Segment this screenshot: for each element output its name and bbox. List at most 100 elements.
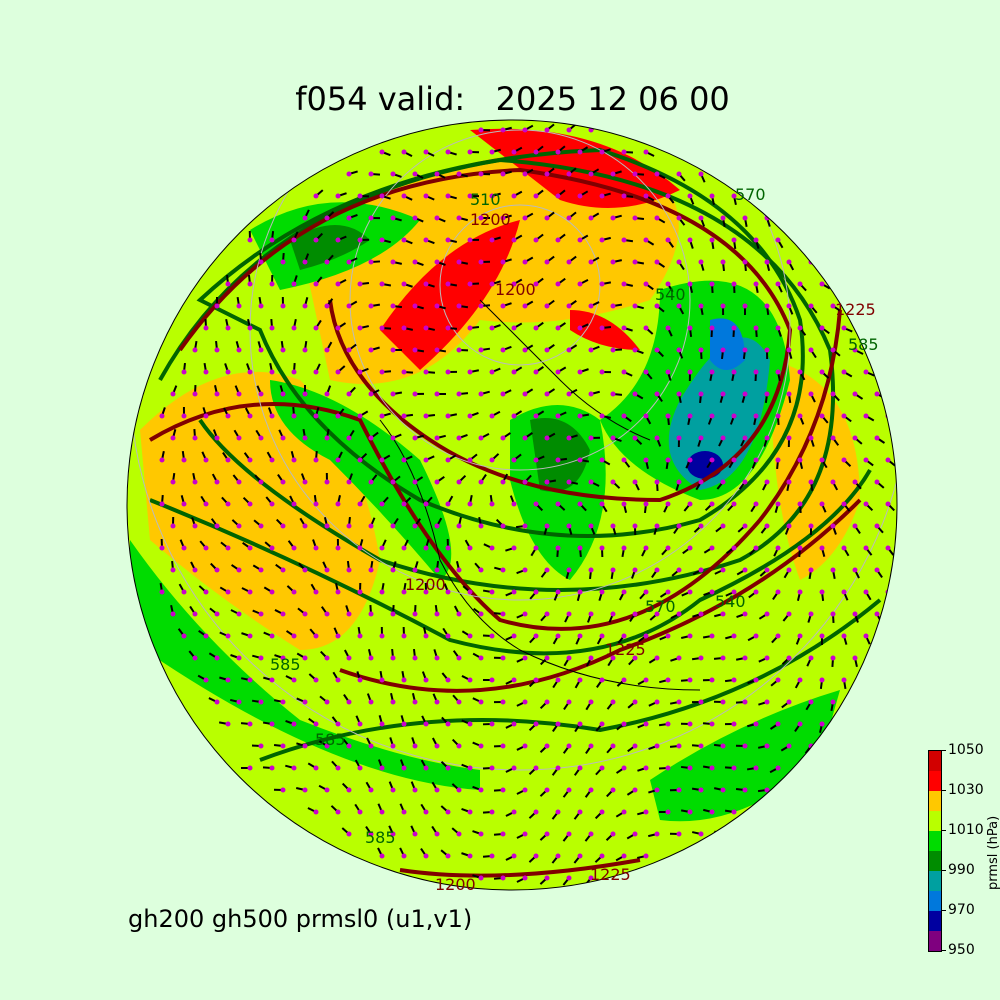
wind-dot bbox=[434, 391, 440, 397]
wind-dot bbox=[335, 765, 341, 771]
wind-dot bbox=[698, 655, 704, 661]
wind-dot bbox=[214, 523, 220, 529]
wind-dot bbox=[544, 875, 550, 881]
wind-dot bbox=[599, 677, 605, 683]
wind-dot bbox=[588, 347, 594, 353]
wind-dot bbox=[390, 435, 396, 441]
wind-dot bbox=[500, 171, 506, 177]
contour-label: 540 bbox=[715, 592, 746, 611]
wind-dot bbox=[258, 523, 264, 529]
wind-dot bbox=[390, 567, 396, 573]
wind-dot bbox=[643, 677, 649, 683]
wind-dot bbox=[368, 391, 374, 397]
wind-dot bbox=[588, 479, 594, 485]
contour-label: 585 bbox=[315, 730, 346, 749]
wind-dot bbox=[555, 853, 561, 859]
wind-dot bbox=[346, 303, 352, 309]
wind-dot bbox=[247, 545, 253, 551]
wind-dot bbox=[522, 787, 528, 793]
wind-dot bbox=[830, 699, 836, 705]
wind-dot bbox=[489, 589, 495, 595]
wind-dot bbox=[313, 809, 319, 815]
wind-dot bbox=[742, 259, 748, 265]
wind-dot bbox=[544, 303, 550, 309]
wind-dot bbox=[720, 215, 726, 221]
wind-dot bbox=[841, 501, 847, 507]
gh500-labels: 510 540 570 540 585 585 585 570 585 bbox=[270, 185, 879, 847]
wind-dot bbox=[401, 853, 407, 859]
wind-dot bbox=[753, 589, 759, 595]
wind-dot bbox=[467, 545, 473, 551]
wind-dot bbox=[577, 589, 583, 595]
wind-dot bbox=[654, 347, 660, 353]
wind-dot bbox=[522, 127, 528, 133]
wind-dot bbox=[830, 391, 836, 397]
wind-dot bbox=[346, 743, 352, 749]
colorbar-tick: 950 bbox=[941, 942, 975, 958]
wind-dot bbox=[159, 589, 165, 595]
wind-dot bbox=[313, 721, 319, 727]
wind-dot bbox=[324, 699, 330, 705]
wind-dot bbox=[742, 523, 748, 529]
contour-label: 1200 bbox=[495, 280, 536, 299]
wind-dot bbox=[456, 567, 462, 573]
wind-dot bbox=[555, 457, 561, 463]
wind-dot bbox=[291, 325, 297, 331]
wind-dot bbox=[841, 633, 847, 639]
wind-dot bbox=[247, 501, 253, 507]
wind-dot bbox=[566, 743, 572, 749]
wind-dot bbox=[258, 699, 264, 705]
wind-dot bbox=[346, 435, 352, 441]
wind-dot bbox=[841, 325, 847, 331]
wind-dot bbox=[170, 567, 176, 573]
wind-dot bbox=[588, 259, 594, 265]
contour-label: 1200 bbox=[470, 210, 511, 229]
wind-dot bbox=[236, 655, 242, 661]
wind-dot bbox=[412, 435, 418, 441]
wind-dot bbox=[335, 237, 341, 243]
wind-dot bbox=[709, 721, 715, 727]
wind-dot bbox=[863, 369, 869, 375]
wind-dot bbox=[434, 655, 440, 661]
wind-dot bbox=[588, 171, 594, 177]
wind-dot bbox=[511, 853, 517, 859]
wind-dot bbox=[214, 655, 220, 661]
wind-dot bbox=[599, 325, 605, 331]
wind-dot bbox=[863, 413, 869, 419]
wind-dot bbox=[390, 391, 396, 397]
wind-dot bbox=[379, 237, 385, 243]
wind-dot bbox=[555, 369, 561, 375]
wind-dot bbox=[456, 391, 462, 397]
contour-label: 1225 bbox=[590, 865, 631, 884]
wind-dot bbox=[401, 457, 407, 463]
wind-dot bbox=[764, 699, 770, 705]
wind-dot bbox=[379, 413, 385, 419]
wind-dot bbox=[247, 413, 253, 419]
wind-dot bbox=[577, 721, 583, 727]
wind-dot bbox=[753, 765, 759, 771]
wind-dot bbox=[676, 699, 682, 705]
wind-dot bbox=[698, 259, 704, 265]
wind-dot bbox=[533, 501, 539, 507]
wind-dot bbox=[357, 809, 363, 815]
wind-dot bbox=[247, 237, 253, 243]
wind-dot bbox=[643, 545, 649, 551]
wind-dot bbox=[489, 413, 495, 419]
wind-dot bbox=[467, 369, 473, 375]
wind-dot bbox=[445, 545, 451, 551]
wind-dot bbox=[555, 281, 561, 287]
wind-dot bbox=[456, 743, 462, 749]
wind-dot bbox=[434, 567, 440, 573]
wind-dot bbox=[346, 611, 352, 617]
wind-dot bbox=[742, 391, 748, 397]
wind-dot bbox=[412, 743, 418, 749]
wind-dot bbox=[687, 545, 693, 551]
wind-dot bbox=[445, 633, 451, 639]
wind-dot bbox=[401, 765, 407, 771]
wind-dot bbox=[511, 677, 517, 683]
wind-dot bbox=[379, 193, 385, 199]
wind-dot bbox=[764, 523, 770, 529]
wind-dot bbox=[324, 479, 330, 485]
wind-dot bbox=[533, 281, 539, 287]
wind-dot bbox=[687, 677, 693, 683]
